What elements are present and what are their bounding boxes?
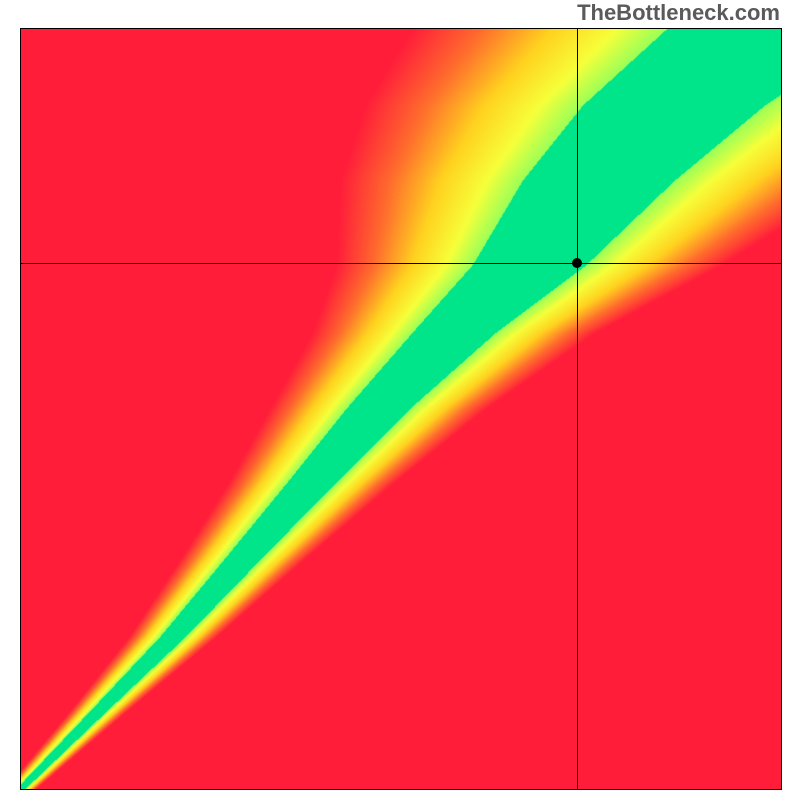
- crosshair-vertical: [577, 29, 578, 789]
- heatmap-canvas: [21, 29, 781, 789]
- crosshair-horizontal: [21, 263, 781, 264]
- crosshair-marker: [572, 258, 582, 268]
- watermark-text: TheBottleneck.com: [577, 0, 780, 26]
- bottleneck-heatmap: [20, 28, 782, 790]
